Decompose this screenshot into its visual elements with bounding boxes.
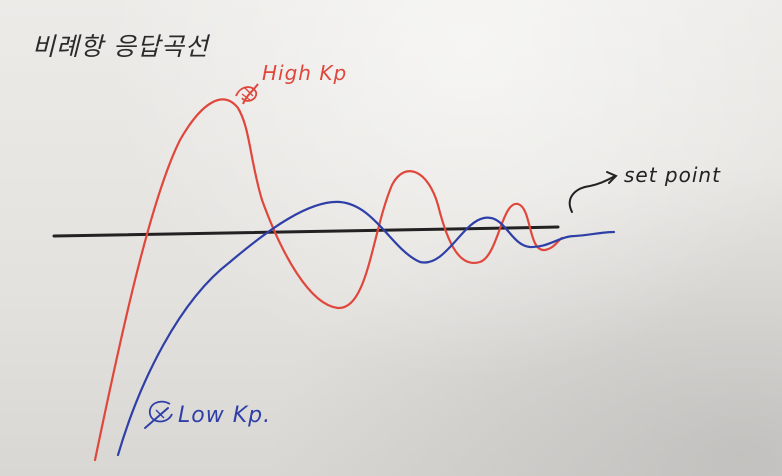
- set-point-line: [52, 225, 560, 238]
- set-point-label: set point: [624, 163, 721, 187]
- high-kp-response-curve: [93, 98, 564, 462]
- low-kp-response-curve: [116, 200, 616, 457]
- low-kp-pointer-icon: [144, 400, 173, 429]
- high-kp-pointer-icon: [235, 83, 259, 105]
- set-point-arrow-icon: [568, 171, 618, 213]
- low-kp-label: Low Kp.: [178, 403, 271, 428]
- diagram-title: 비례항 응답곡선: [32, 32, 211, 61]
- high-kp-label: High Kp: [262, 61, 347, 85]
